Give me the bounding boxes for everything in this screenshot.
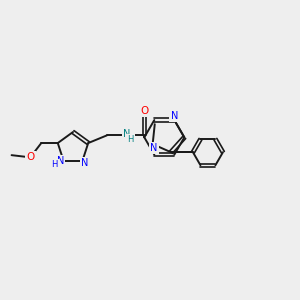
Text: O: O xyxy=(140,106,148,116)
Text: N: N xyxy=(150,143,158,153)
Text: N: N xyxy=(81,158,88,168)
Text: N: N xyxy=(123,129,130,140)
Text: H: H xyxy=(128,135,134,144)
Text: O: O xyxy=(26,152,34,162)
Text: N: N xyxy=(57,156,64,166)
Text: H: H xyxy=(51,160,58,169)
Text: N: N xyxy=(171,111,178,121)
